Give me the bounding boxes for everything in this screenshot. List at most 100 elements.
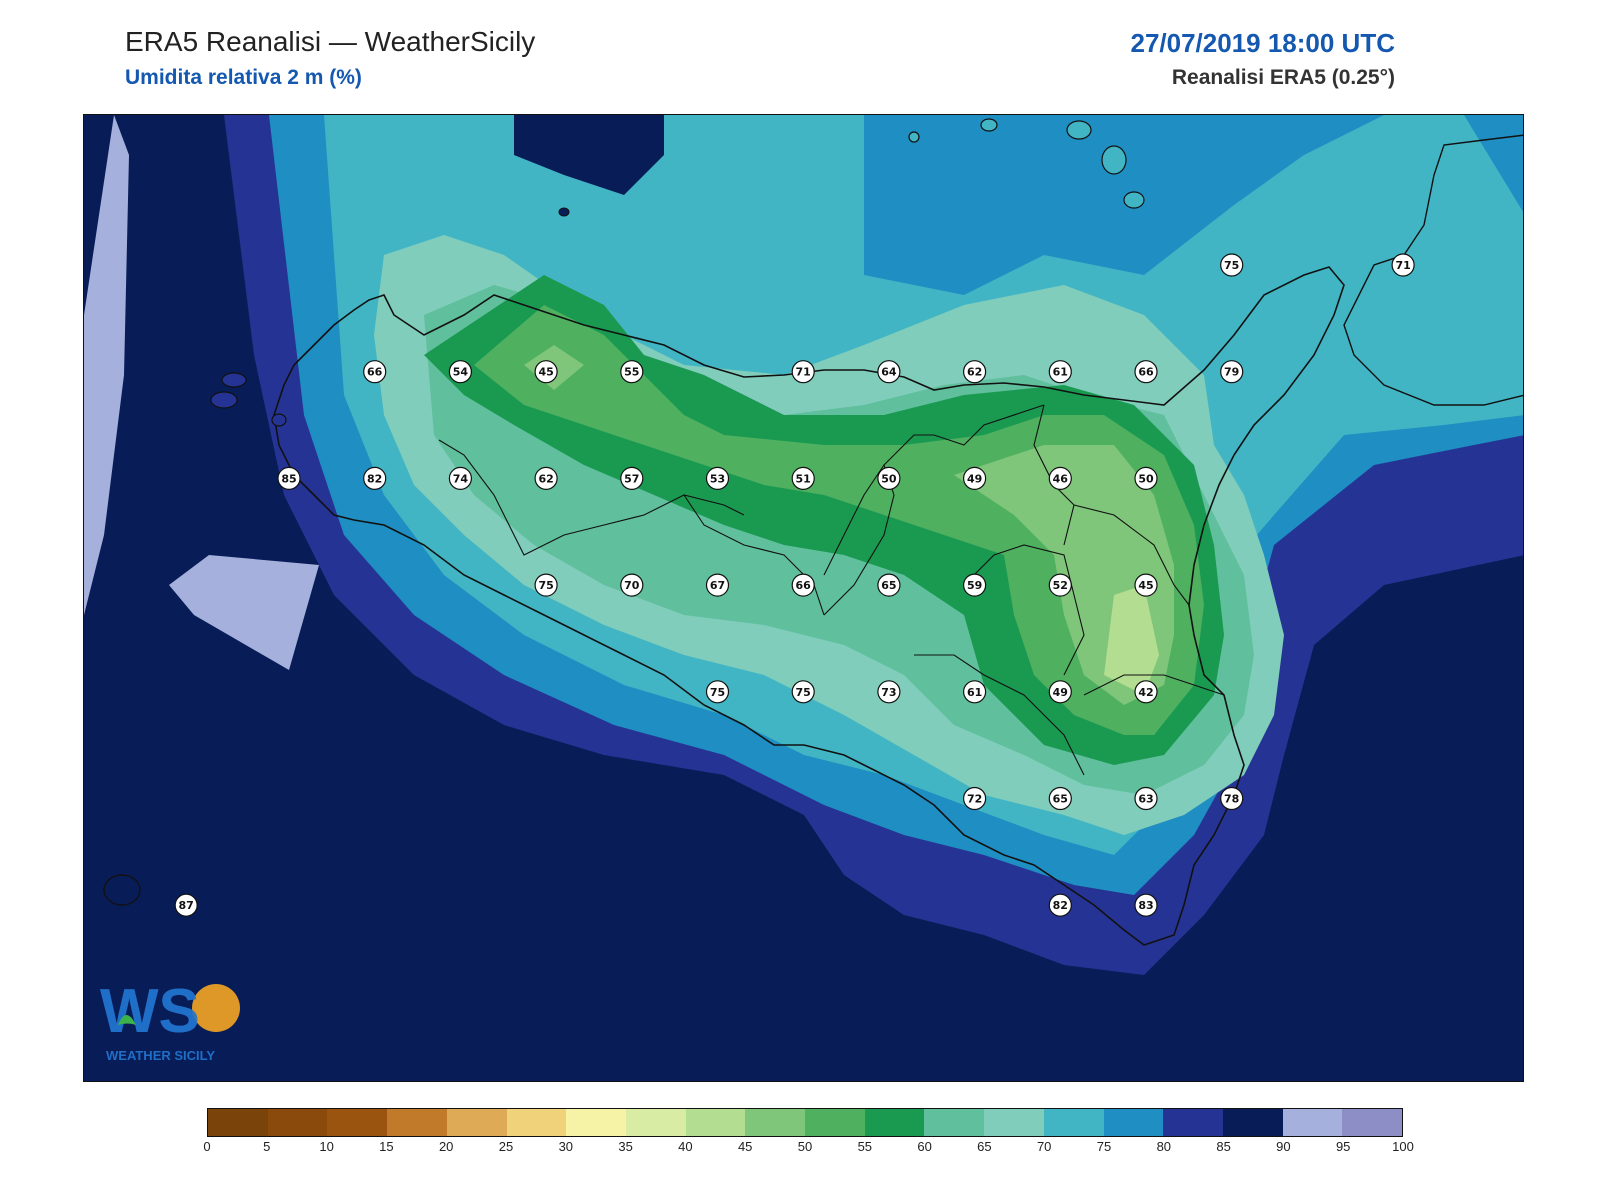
station-value: 49 (967, 472, 982, 485)
station-circle (877, 680, 901, 704)
station-marker: 66 (791, 573, 815, 597)
ustica-island (558, 207, 570, 217)
colorbar-swatch (267, 1109, 328, 1136)
station-value: 45 (1138, 579, 1153, 592)
station-value: 78 (1224, 793, 1239, 806)
station-value: 71 (796, 366, 811, 379)
station-marker: 50 (1134, 466, 1158, 490)
colorbar-swatch (984, 1109, 1044, 1136)
station-circle (1134, 466, 1158, 490)
colorbar-swatch (1043, 1109, 1104, 1136)
station-circle (448, 466, 472, 490)
station-value: 50 (881, 472, 897, 485)
colorbar-tick-label: 45 (737, 1139, 753, 1154)
station-value: 75 (538, 579, 553, 592)
station-circle (1134, 573, 1158, 597)
station-marker: 46 (1048, 466, 1072, 490)
station-marker: 83 (1134, 893, 1158, 917)
station-value: 50 (1138, 472, 1154, 485)
station-circle (534, 573, 558, 597)
colorbar-tick-label: 70 (1036, 1139, 1052, 1154)
station-marker: 45 (534, 360, 558, 384)
station-marker: 49 (962, 466, 987, 490)
station-value: 57 (624, 472, 639, 485)
station-value: 73 (881, 686, 896, 699)
map-subtitle: Umidita relativa 2 m (%) (125, 66, 362, 89)
calabria-coastline (1343, 134, 1523, 406)
station-circle (1048, 573, 1072, 597)
colorbar-tick-label: 35 (618, 1139, 633, 1154)
colorbar (207, 1108, 1403, 1137)
colorbar-swatch (1342, 1109, 1403, 1136)
station-marker: 45 (1134, 573, 1158, 597)
colorbar-ticks: 0 5 10 15 20 25 30 35 40 45 50 55 60 65 70 75 80 85 90 95 10… (203, 1139, 1413, 1159)
station-circle (962, 360, 987, 384)
station-circle (791, 360, 815, 384)
colorbar-swatch (864, 1109, 925, 1136)
station-value: 65 (881, 579, 896, 592)
station-marker: 62 (962, 360, 987, 384)
colorbar-tick-label: 25 (498, 1139, 514, 1154)
station-circle (448, 360, 472, 384)
colorbar-swatch (805, 1109, 865, 1136)
station-value: 87 (179, 899, 194, 912)
colorbar-swatch (685, 1109, 746, 1136)
station-value: 51 (796, 472, 811, 485)
station-value: 45 (538, 366, 553, 379)
station-value: 55 (624, 366, 639, 379)
station-circle (791, 466, 815, 490)
station-marker: 82 (363, 466, 387, 490)
station-circle (1048, 786, 1072, 811)
station-circle (1048, 680, 1072, 704)
station-circle (534, 466, 558, 490)
station-value: 85 (281, 472, 296, 485)
colorbar-tick-label: 65 (977, 1139, 992, 1154)
station-marker: 65 (877, 573, 901, 597)
station-marker: 75 (1220, 253, 1244, 277)
station-circle (705, 573, 730, 597)
station-marker: 72 (962, 786, 987, 811)
station-marker: 54 (448, 360, 472, 384)
colorbar-swatch (924, 1109, 985, 1136)
station-value: 71 (1395, 259, 1410, 272)
colorbar-swatch (745, 1109, 806, 1136)
colorbar-swatch (1282, 1109, 1343, 1136)
station-value: 66 (1138, 366, 1154, 379)
colorbar-swatch (327, 1109, 388, 1136)
station-circle (962, 466, 987, 490)
station-marker: 52 (1048, 573, 1072, 597)
station-value: 61 (967, 686, 982, 699)
colorbar-swatch (566, 1109, 626, 1136)
station-value: 65 (1053, 793, 1068, 806)
colorbar-swatch (446, 1109, 507, 1136)
colorbar-tick-label: 40 (678, 1139, 693, 1154)
station-value: 79 (1224, 366, 1239, 379)
station-circle (877, 466, 901, 490)
station-marker: 55 (620, 360, 644, 384)
station-value: 62 (538, 472, 553, 485)
station-marker: 61 (1048, 360, 1072, 384)
station-marker: 50 (877, 466, 901, 490)
station-marker: 51 (791, 466, 815, 490)
station-marker: 66 (363, 360, 387, 384)
station-value: 82 (1053, 899, 1068, 912)
colorbar-swatches (207, 1108, 1403, 1137)
colorbar-swatch (208, 1109, 268, 1136)
station-marker: 75 (705, 680, 730, 704)
station-marker: 74 (448, 466, 472, 490)
logo-caption: WEATHER SICILY (106, 1048, 215, 1063)
station-value: 54 (453, 366, 469, 379)
colorbar-tick-label: 50 (797, 1139, 813, 1154)
station-circle (1048, 893, 1072, 917)
station-circle (534, 360, 558, 384)
station-value: 83 (1138, 899, 1153, 912)
station-value: 67 (710, 579, 725, 592)
station-value: 53 (710, 472, 725, 485)
station-marker: 79 (1220, 360, 1244, 384)
colorbar-tick-label: 0 (203, 1139, 211, 1154)
station-marker: 71 (1391, 253, 1415, 277)
contour-85-90-north (514, 115, 664, 195)
map-title: ERA5 Reanalisi — WeatherSicily (125, 26, 536, 57)
station-marker: 42 (1134, 680, 1158, 704)
colorbar-tick-label: 10 (319, 1139, 334, 1154)
